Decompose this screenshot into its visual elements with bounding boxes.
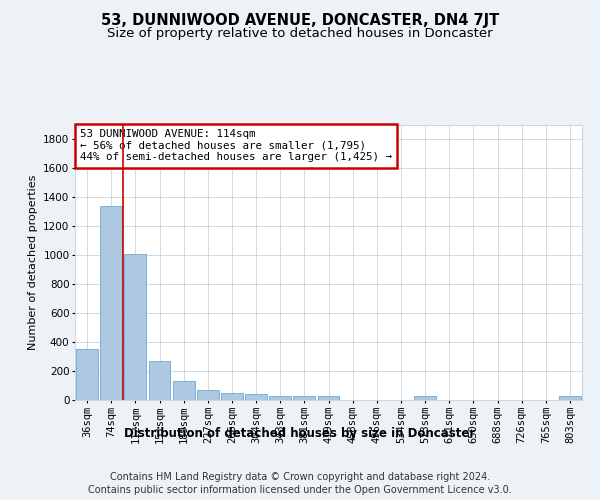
- Bar: [197, 390, 218, 400]
- Bar: [559, 396, 581, 400]
- Text: Size of property relative to detached houses in Doncaster: Size of property relative to detached ho…: [107, 28, 493, 40]
- Text: Contains HM Land Registry data © Crown copyright and database right 2024.: Contains HM Land Registry data © Crown c…: [110, 472, 490, 482]
- Bar: [221, 393, 243, 400]
- Bar: [414, 396, 436, 400]
- Text: Contains public sector information licensed under the Open Government Licence v3: Contains public sector information licen…: [88, 485, 512, 495]
- Bar: [317, 396, 340, 400]
- Text: 53 DUNNIWOOD AVENUE: 114sqm
← 56% of detached houses are smaller (1,795)
44% of : 53 DUNNIWOOD AVENUE: 114sqm ← 56% of det…: [80, 129, 392, 162]
- Bar: [245, 394, 267, 400]
- Bar: [173, 381, 194, 400]
- Y-axis label: Number of detached properties: Number of detached properties: [28, 175, 38, 350]
- Bar: [269, 396, 291, 400]
- Bar: [149, 361, 170, 400]
- Bar: [100, 206, 122, 400]
- Bar: [76, 350, 98, 400]
- Bar: [124, 254, 146, 400]
- Text: Distribution of detached houses by size in Doncaster: Distribution of detached houses by size …: [124, 428, 476, 440]
- Bar: [293, 396, 315, 400]
- Text: 53, DUNNIWOOD AVENUE, DONCASTER, DN4 7JT: 53, DUNNIWOOD AVENUE, DONCASTER, DN4 7JT: [101, 12, 499, 28]
